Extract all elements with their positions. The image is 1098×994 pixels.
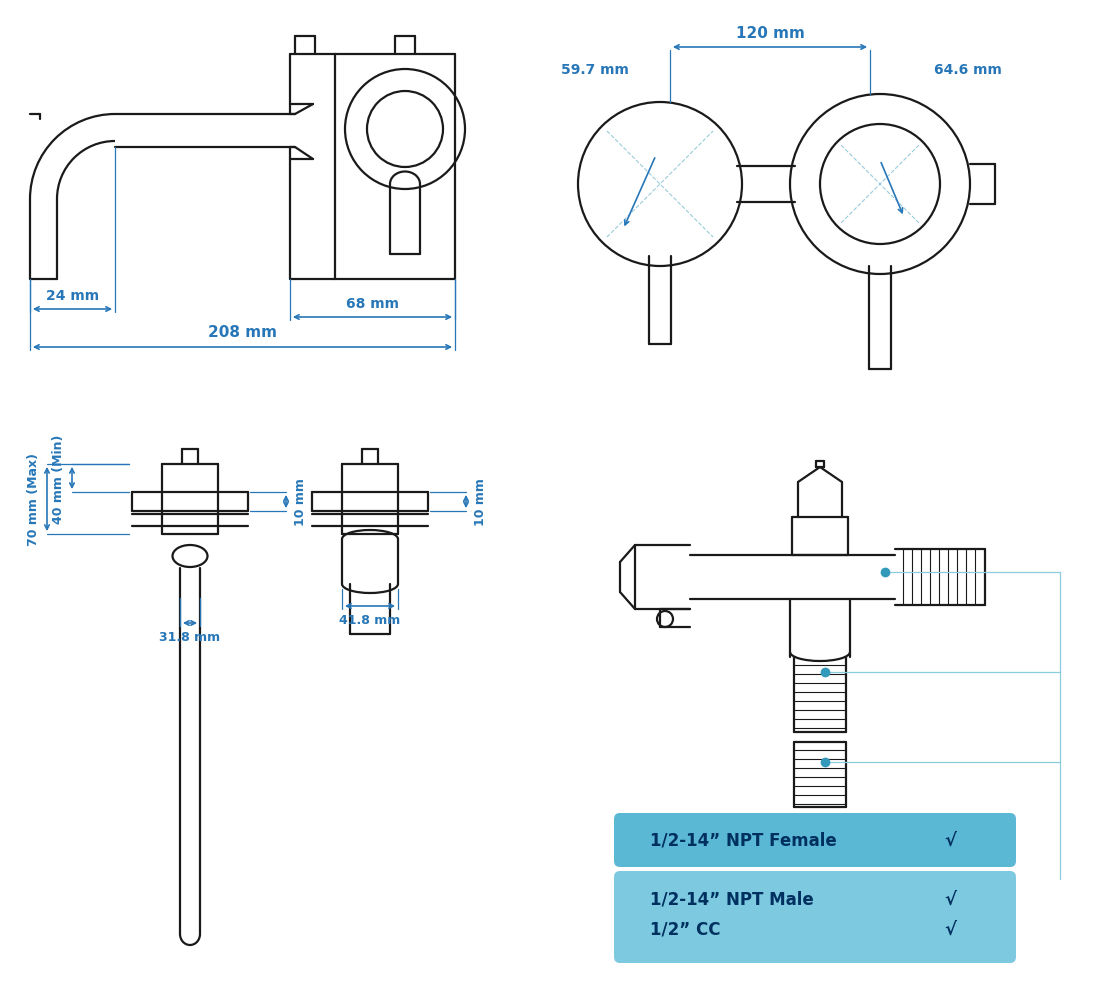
Text: 24 mm: 24 mm <box>46 288 99 303</box>
Text: 41.8 mm: 41.8 mm <box>339 614 401 627</box>
FancyBboxPatch shape <box>614 871 1016 963</box>
Text: 31.8 mm: 31.8 mm <box>159 631 221 644</box>
Text: 70 mm (Max): 70 mm (Max) <box>26 453 40 546</box>
Text: 208 mm: 208 mm <box>208 325 277 340</box>
Text: 59.7 mm: 59.7 mm <box>561 63 629 77</box>
Text: 1/2-14” NPT Female: 1/2-14” NPT Female <box>650 831 837 849</box>
Text: 64.6 mm: 64.6 mm <box>934 63 1002 77</box>
Text: 40 mm (Min): 40 mm (Min) <box>52 433 65 523</box>
Text: 10 mm: 10 mm <box>473 478 486 526</box>
Text: 1/2” CC: 1/2” CC <box>650 920 720 938</box>
Text: 10 mm: 10 mm <box>293 478 306 526</box>
Text: 68 mm: 68 mm <box>346 296 399 311</box>
Text: √: √ <box>944 920 956 938</box>
Text: 120 mm: 120 mm <box>736 27 805 42</box>
FancyBboxPatch shape <box>614 813 1016 867</box>
Text: 1/2-14” NPT Male: 1/2-14” NPT Male <box>650 890 814 909</box>
Text: √: √ <box>944 890 956 909</box>
Text: √: √ <box>944 831 956 849</box>
